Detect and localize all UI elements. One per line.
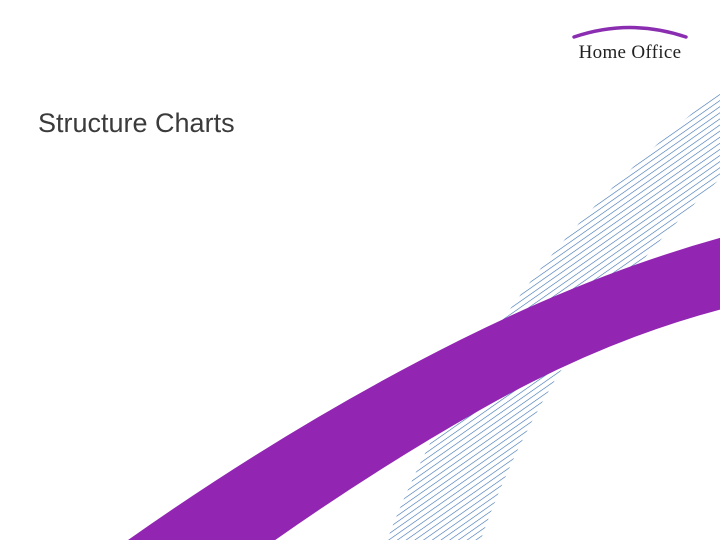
purple-arc-shape: [100, 230, 720, 540]
logo-arc-icon: [570, 22, 690, 40]
slide-title: Structure Charts: [38, 108, 235, 139]
hatched-arc-shape: [370, 90, 720, 540]
logo-text: Home Office: [570, 42, 690, 64]
decorative-swoosh: [0, 0, 720, 540]
slide-container: Home Office Structure Charts: [0, 0, 720, 540]
brand-logo: Home Office: [570, 22, 690, 64]
